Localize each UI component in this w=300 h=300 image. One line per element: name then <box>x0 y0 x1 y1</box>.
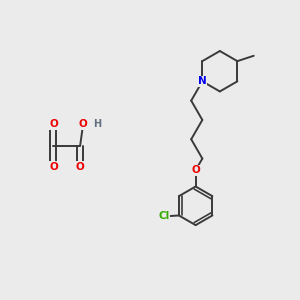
Text: O: O <box>49 119 58 129</box>
Text: O: O <box>79 119 88 129</box>
Text: O: O <box>76 162 85 172</box>
Text: N: N <box>198 76 207 86</box>
Text: Cl: Cl <box>158 211 170 221</box>
Text: H: H <box>93 119 101 129</box>
Text: O: O <box>191 165 200 175</box>
Text: O: O <box>49 162 58 172</box>
